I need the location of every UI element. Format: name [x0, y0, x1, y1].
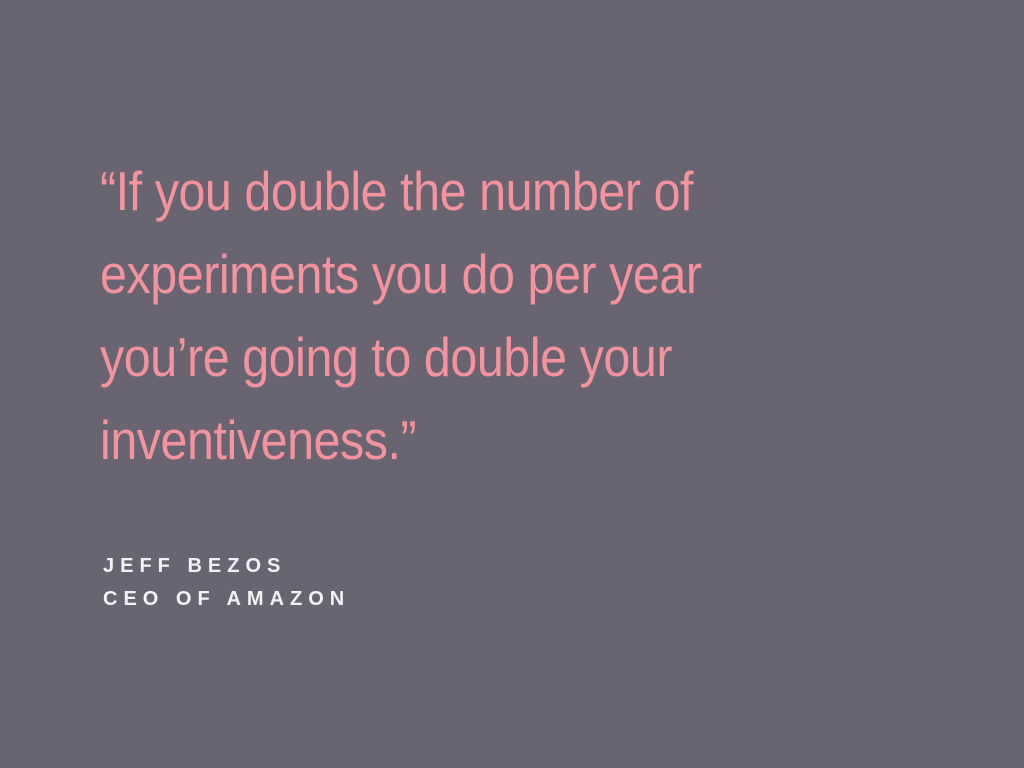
- quote-line-1: “If you double the number of: [100, 160, 694, 222]
- quote-line-4: inventiveness.”: [100, 409, 417, 471]
- quote-text: “If you double the number of experiments…: [100, 150, 892, 482]
- attribution: JEFF BEZOS CEO OF AMAZON: [103, 550, 350, 616]
- attribution-name: JEFF BEZOS: [103, 555, 287, 577]
- attribution-title: CEO OF AMAZON: [103, 588, 351, 610]
- quote-line-3: you’re going to double your: [100, 326, 673, 388]
- quote-line-2: experiments you do per year: [100, 243, 702, 305]
